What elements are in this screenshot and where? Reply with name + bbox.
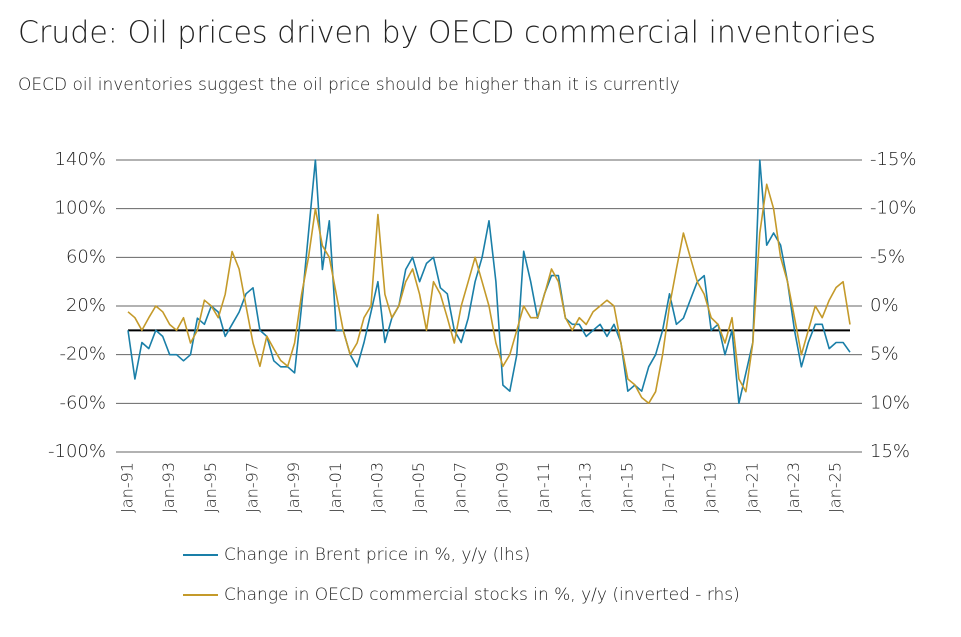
- chart-title: Crude: Oil prices driven by OECD commerc…: [18, 16, 876, 51]
- x-tick-label: Jan-17: [659, 462, 678, 513]
- x-tick-label: Jan-21: [742, 462, 761, 513]
- x-tick-label: Jan-97: [242, 462, 261, 513]
- x-tick-label: Jan-03: [367, 462, 386, 513]
- y-tick-label: 60%: [66, 246, 106, 267]
- x-tick-label: Jan-93: [159, 462, 178, 513]
- x-tick-label: Jan-25: [826, 462, 845, 513]
- y2-tick-label: 15%: [870, 441, 910, 462]
- x-tick-label: Jan-95: [201, 462, 220, 513]
- x-tick-label: Jan-07: [451, 462, 470, 513]
- y-tick-label: -100%: [48, 441, 106, 462]
- chart-subtitle: OECD oil inventories suggest the oil pri…: [18, 75, 680, 95]
- x-tick-label: Jan-05: [409, 462, 428, 513]
- x-tick-label: Jan-13: [576, 462, 595, 513]
- x-tick-label: Jan-23: [784, 462, 803, 513]
- series-line: [127, 183, 851, 405]
- x-tick-label: Jan-19: [701, 462, 720, 513]
- y2-tick-label: -15%: [870, 149, 917, 170]
- x-tick-label: Jan-99: [284, 462, 303, 513]
- x-tick-label: Jan-15: [617, 462, 636, 513]
- y-tick-label: 20%: [66, 295, 106, 316]
- y-tick-label: -60%: [59, 392, 106, 413]
- y2-tick-label: 10%: [870, 392, 910, 413]
- y-tick-label: 100%: [55, 198, 106, 219]
- y-tick-label: 140%: [55, 149, 106, 170]
- y2-tick-label: 0%: [870, 295, 899, 316]
- y2-tick-label: -5%: [870, 246, 905, 267]
- series-line: [127, 159, 851, 405]
- legend-label: Change in Brent price in %, y/y (lhs): [224, 545, 530, 565]
- y-tick-label: -20%: [59, 344, 106, 365]
- x-tick-label: Jan-01: [326, 462, 345, 513]
- y2-tick-label: -10%: [870, 198, 917, 219]
- y2-tick-label: 5%: [870, 344, 899, 365]
- x-tick-label: Jan-11: [534, 462, 553, 513]
- x-tick-label: Jan-91: [118, 462, 137, 513]
- x-tick-label: Jan-09: [492, 462, 511, 513]
- legend-label: Change in OECD commercial stocks in %, y…: [224, 585, 740, 605]
